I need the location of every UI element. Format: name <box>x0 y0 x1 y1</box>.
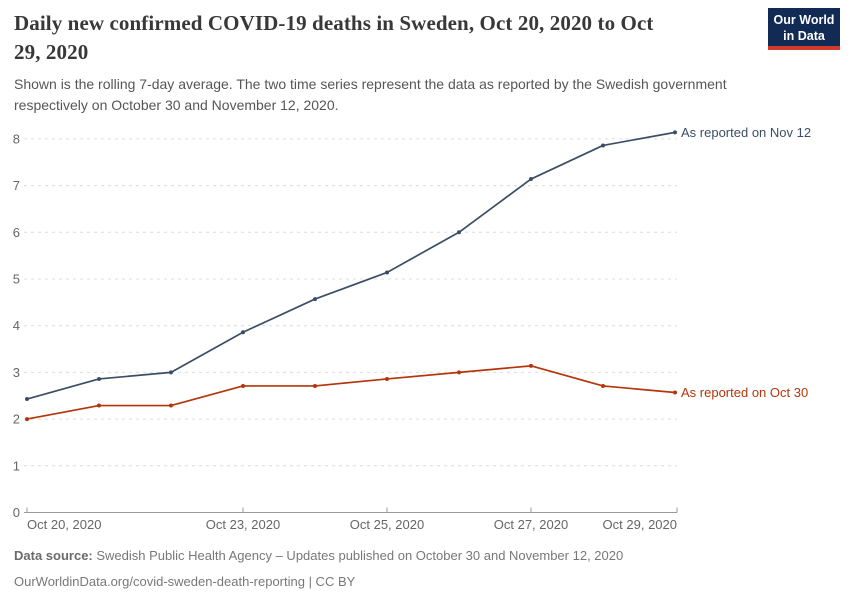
y-axis-tick-label-1: 1 <box>13 458 20 473</box>
chart-subtitle: Shown is the rolling 7-day average. The … <box>14 74 794 116</box>
data-point-s0-d7[interactable] <box>529 177 533 182</box>
data-point-s0-d5[interactable] <box>385 270 389 275</box>
x-axis-tick-label: Oct 25, 2020 <box>350 517 424 532</box>
x-axis-tick-label: Oct 29, 2020 <box>603 517 677 532</box>
data-point-s1-d0[interactable] <box>25 417 29 422</box>
x-axis-tick-label: Oct 27, 2020 <box>494 517 568 532</box>
page-title: Daily new confirmed COVID-19 deaths in S… <box>14 9 759 67</box>
y-axis-tick-label-2: 2 <box>13 412 20 427</box>
y-axis-tick-label-7: 7 <box>13 178 20 193</box>
x-axis-tick-label: Oct 23, 2020 <box>206 517 280 532</box>
y-axis-tick-label-0: 0 <box>13 505 20 520</box>
footer-link-line[interactable]: OurWorldinData.org/covid-sweden-death-re… <box>14 574 356 589</box>
series-line-0[interactable] <box>26 131 676 400</box>
y-axis-tick-label-4: 4 <box>13 318 20 333</box>
data-source-line: Data source: Swedish Public Health Agenc… <box>14 543 834 569</box>
data-point-s1-d8[interactable] <box>601 383 605 388</box>
series-end-label-0: As reported on Nov 12 <box>681 125 811 140</box>
chart-subtitle-line2: respectively on October 30 and November … <box>14 97 339 113</box>
data-point-s0-d9[interactable] <box>673 130 677 135</box>
chart-footer: Data source: Swedish Public Health Agenc… <box>14 543 834 595</box>
data-source-text: Swedish Public Health Agency – Updates p… <box>96 548 624 563</box>
data-point-s0-d0[interactable] <box>25 397 29 402</box>
series-end-label-1: As reported on Oct 30 <box>681 385 808 400</box>
data-point-s0-d3[interactable] <box>241 330 245 335</box>
data-point-s0-d8[interactable] <box>601 143 605 148</box>
owid-logo-line2: in Data <box>783 29 825 43</box>
data-point-s1-d4[interactable] <box>313 383 317 388</box>
chart-canvas: 0 1 2 3 4 5 6 7 8 Oct 20, 2020 Oct 23, 2020 Oct 25,… <box>13 125 811 532</box>
page-title-line1: Daily new confirmed COVID-19 deaths in S… <box>14 11 654 35</box>
chart-subtitle-line1: Shown is the rolling 7-day average. The … <box>14 76 727 92</box>
data-point-s1-d1[interactable] <box>97 403 101 408</box>
y-axis-tick-label-5: 5 <box>13 272 20 287</box>
series-line-1[interactable] <box>26 365 676 420</box>
data-source-label: Data source: <box>14 548 93 563</box>
y-axis-tick-label-3: 3 <box>13 365 20 380</box>
y-axis-tick-label-6: 6 <box>13 225 20 240</box>
data-point-s1-d5[interactable] <box>385 376 389 381</box>
page-title-line2: 29, 2020 <box>14 40 89 64</box>
data-point-s0-d4[interactable] <box>313 297 317 302</box>
data-point-s1-d2[interactable] <box>169 403 173 408</box>
data-point-s0-d1[interactable] <box>97 376 101 381</box>
y-axis-tick-label-8: 8 <box>13 131 20 146</box>
x-axis-tick-label: Oct 20, 2020 <box>27 517 101 532</box>
data-point-s0-d2[interactable] <box>169 370 173 375</box>
data-point-s1-d3[interactable] <box>241 383 245 388</box>
data-point-s0-d6[interactable] <box>457 230 461 235</box>
data-point-s1-d7[interactable] <box>529 363 533 368</box>
owid-logo-line1: Our World <box>773 13 835 27</box>
owid-logo[interactable]: Our World in Data <box>768 8 840 50</box>
data-point-s1-d9[interactable] <box>673 390 677 395</box>
data-point-s1-d6[interactable] <box>457 370 461 375</box>
